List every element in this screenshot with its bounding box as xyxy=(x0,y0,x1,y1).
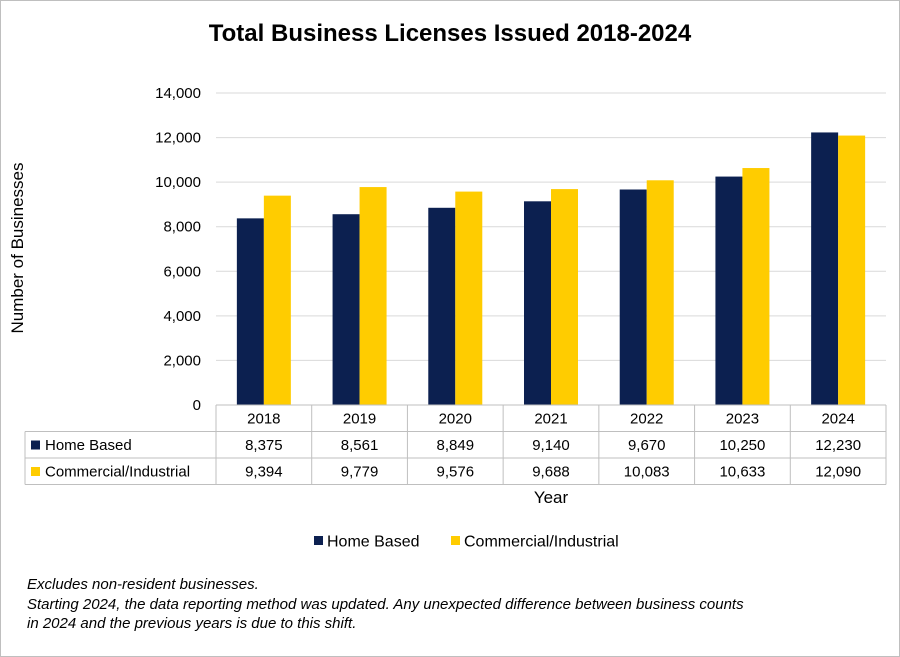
data-label: 9,576 xyxy=(437,464,475,481)
legend-swatch xyxy=(451,536,460,545)
x-axis-label: Year xyxy=(534,488,569,507)
bar-home-based xyxy=(715,176,743,405)
footnote-line: Excludes non-resident businesses. xyxy=(27,576,259,593)
data-label: 8,375 xyxy=(245,437,283,454)
bar-commercial-industrial xyxy=(742,168,770,405)
legend-label: Commercial/Industrial xyxy=(464,534,619,551)
x-category-label: 2020 xyxy=(439,411,472,428)
data-label: 9,140 xyxy=(532,437,570,454)
y-tick-label: 2,000 xyxy=(163,352,201,369)
data-label: 8,561 xyxy=(341,437,379,454)
bar-home-based xyxy=(811,132,839,405)
series-name: Commercial/Industrial xyxy=(45,464,190,481)
bar-home-based xyxy=(428,207,456,405)
y-tick-label: 4,000 xyxy=(163,308,201,325)
bar-home-based xyxy=(332,214,360,405)
y-tick-label: 8,000 xyxy=(163,219,201,236)
bar-home-based xyxy=(619,189,647,405)
bar-commercial-industrial xyxy=(263,195,291,405)
y-tick-label: 6,000 xyxy=(163,263,201,280)
chart: Total Business Licenses Issued 2018-2024… xyxy=(8,20,887,551)
bar-commercial-industrial xyxy=(646,180,674,405)
x-category-label: 2023 xyxy=(726,411,759,428)
y-tick-label: 14,000 xyxy=(155,85,201,102)
chart-title: Total Business Licenses Issued 2018-2024 xyxy=(209,20,692,47)
legend: Home Based Commercial/Industrial xyxy=(314,534,619,551)
data-label: 9,688 xyxy=(532,464,570,481)
data-label: 10,250 xyxy=(719,437,765,454)
data-label: 9,779 xyxy=(341,464,379,481)
footnote-line: Starting 2024, the data reporting method… xyxy=(27,595,744,613)
y-axis-label: Number of Businesses xyxy=(8,162,27,333)
bar-commercial-industrial xyxy=(551,189,578,405)
data-label: 10,633 xyxy=(719,464,765,481)
x-category-label: 2022 xyxy=(630,411,663,428)
x-category-label: 2019 xyxy=(343,411,376,428)
legend-label: Home Based xyxy=(327,534,420,551)
legend-key xyxy=(31,440,40,450)
x-category-label: 2018 xyxy=(247,411,280,428)
footnotes: Excludes non-resident businesses. Starti… xyxy=(27,575,887,634)
data-label: 8,849 xyxy=(437,437,475,454)
legend-key xyxy=(31,467,40,476)
y-tick-label: 12,000 xyxy=(155,130,201,147)
y-tick-label: 10,000 xyxy=(155,174,201,191)
bar-commercial-industrial xyxy=(359,187,387,405)
series-name: Home Based xyxy=(45,437,132,454)
data-label: 9,394 xyxy=(245,464,283,481)
data-label: 10,083 xyxy=(624,464,670,481)
x-category-label: 2021 xyxy=(534,411,567,428)
legend-swatch xyxy=(314,536,323,545)
data-label: 9,670 xyxy=(628,437,666,454)
x-category-label: 2024 xyxy=(821,411,854,428)
footnote-line: in 2024 and the previous years is due to… xyxy=(27,615,357,632)
bar-commercial-industrial xyxy=(838,135,866,405)
bar-commercial-industrial xyxy=(455,191,483,405)
bar-home-based xyxy=(236,218,264,405)
data-label: 12,230 xyxy=(815,437,861,454)
data-label: 12,090 xyxy=(815,464,861,481)
bar-home-based xyxy=(524,201,551,405)
y-tick-label: 0 xyxy=(193,397,201,414)
